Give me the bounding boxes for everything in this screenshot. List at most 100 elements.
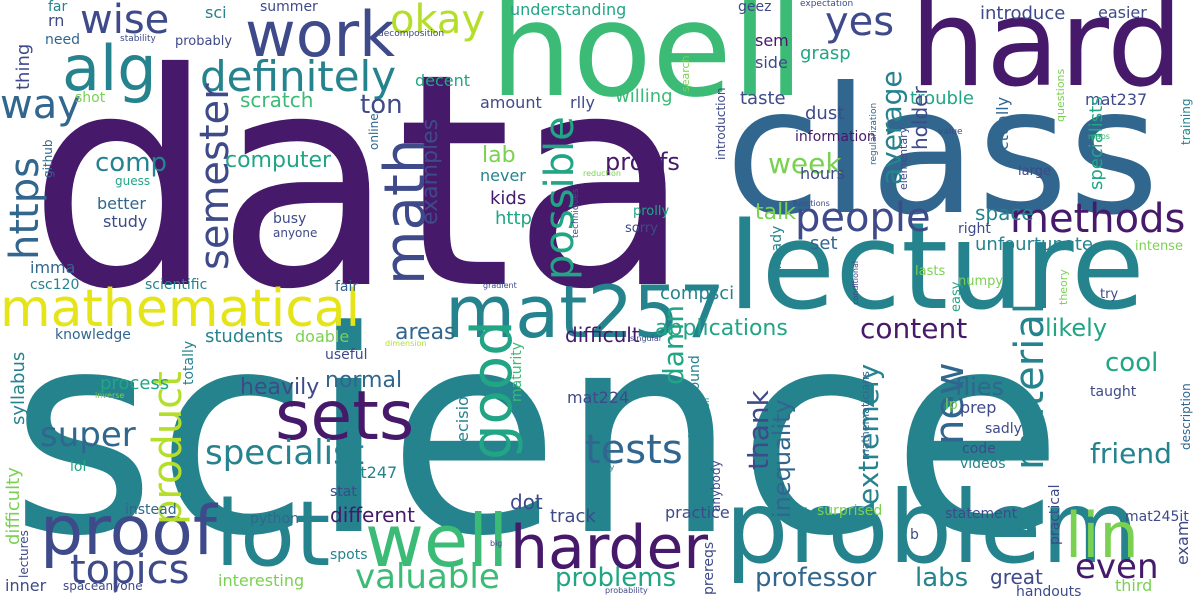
word-professor: professor — [755, 563, 877, 593]
word-harder: harder — [510, 513, 709, 583]
word-exam: exam — [1173, 520, 1192, 565]
word-description: description — [1179, 383, 1193, 450]
word-theory: theory — [1057, 269, 1070, 305]
word-elementary: elementary — [897, 126, 910, 190]
word-space: space — [975, 201, 1034, 225]
word-sci: sci — [205, 3, 227, 22]
word-mathematical: mathematical — [0, 279, 361, 339]
word-scratch: scratch — [240, 88, 314, 112]
word-applications: applications — [655, 316, 788, 341]
word-valuable: valuable — [355, 557, 500, 597]
word-b: b — [910, 527, 919, 543]
word-online: online — [367, 113, 381, 150]
word-problem: problem — [725, 469, 1139, 586]
word-difficult: difficult — [565, 323, 640, 347]
word-instead: instead — [125, 502, 177, 518]
word-doable: doable — [295, 327, 350, 346]
word-introduction: introduction — [714, 87, 728, 160]
word-stability: stability — [120, 34, 156, 44]
word-proofs: proofs — [605, 148, 680, 176]
word-mat237: mat237 — [1085, 90, 1148, 109]
word-problems: problems — [555, 563, 677, 593]
word-lot: lot — [215, 482, 331, 587]
word-well: well — [365, 499, 509, 583]
word-week: week — [768, 147, 842, 180]
word-wise: wise — [80, 0, 170, 43]
word-work: work — [245, 0, 396, 71]
word-large: large — [1018, 164, 1051, 179]
word-python: python — [250, 511, 299, 527]
word-inner: inner — [5, 576, 47, 595]
word-guess: guess — [115, 174, 151, 188]
word-friend: friend — [1090, 437, 1172, 470]
word-holder: holder — [908, 86, 932, 150]
word-lasts: lasts — [915, 264, 946, 279]
word-decent: decent — [415, 71, 471, 90]
word-useful: useful — [325, 347, 368, 363]
word-side: side — [755, 53, 788, 72]
word-comp: comp — [95, 148, 168, 178]
word-imma: imma — [30, 258, 76, 277]
word-students: students — [205, 326, 284, 347]
word-material: material — [1007, 303, 1053, 470]
word-fair: fair — [335, 279, 359, 295]
word-geez: geez — [738, 0, 772, 15]
word-topics: topics — [70, 547, 190, 593]
word-hard: hard — [910, 0, 1183, 114]
word-tests: tests — [585, 427, 683, 473]
word-workload: workload — [181, 436, 197, 500]
word-information: information — [795, 129, 876, 145]
word-grasp: grasp — [800, 43, 851, 64]
word-mat224: mat224 — [567, 388, 630, 407]
word-csc120: csc120 — [30, 277, 80, 293]
word-training: training — [1179, 98, 1193, 146]
word-http: http — [495, 208, 532, 229]
word-examples: examples — [418, 118, 443, 225]
word-prolly: prolly — [633, 204, 670, 219]
word-mat247: mat247 — [335, 463, 398, 482]
word-better: better — [97, 194, 146, 213]
word-lectures: lectures — [17, 530, 31, 578]
word-unfourtunate: unfourtunate — [975, 234, 1094, 255]
word-willing: willing — [615, 86, 673, 107]
word-summer: summer — [260, 0, 318, 15]
word-dust: dust — [805, 103, 845, 124]
word-anybody: anybody — [709, 460, 723, 512]
word-kids: kids — [490, 188, 527, 209]
word-gradient: gradient — [483, 281, 517, 290]
word-maturity: maturity — [509, 342, 525, 402]
word-reduction: reduction — [583, 169, 621, 178]
word-inverse: inverse — [95, 391, 125, 400]
word-lecture: lecture — [728, 198, 1145, 337]
word-easier: easier — [1098, 3, 1147, 22]
word-try: try — [1100, 287, 1119, 302]
word-anyone: anyone — [273, 226, 318, 240]
word-interesting: interesting — [218, 571, 305, 590]
word-regularization: regularization — [869, 102, 879, 165]
word-sorry: sorry — [625, 221, 658, 236]
word-density: density — [585, 463, 615, 472]
word-lab: lab — [482, 143, 516, 168]
word-computer: computer — [225, 148, 332, 173]
word-practical: practical — [1047, 484, 1063, 545]
word-way: way — [0, 82, 81, 128]
word-practice: practice — [665, 503, 730, 522]
word-heavily: heavily — [240, 375, 320, 400]
word-trouble: trouble — [910, 88, 974, 109]
word-probably: probably — [175, 34, 233, 49]
word-already: already — [769, 225, 785, 278]
word-sadly: sadly — [985, 421, 1022, 437]
word-understanding: understanding — [510, 0, 627, 19]
word-actually: actually — [993, 96, 1012, 160]
word-semester: semester — [192, 83, 238, 270]
word-cool: cool — [1105, 348, 1159, 378]
word-background: background — [687, 355, 703, 438]
word-likely: likely — [1045, 314, 1108, 342]
word-sets: sets — [275, 377, 415, 456]
word-introduce: introduce — [980, 3, 1066, 24]
word-labs: labs — [915, 563, 969, 593]
word-github: github — [41, 139, 55, 178]
word-different: different — [330, 503, 415, 527]
word-inequality: inequality — [768, 399, 796, 518]
word-amount: amount — [480, 93, 542, 112]
